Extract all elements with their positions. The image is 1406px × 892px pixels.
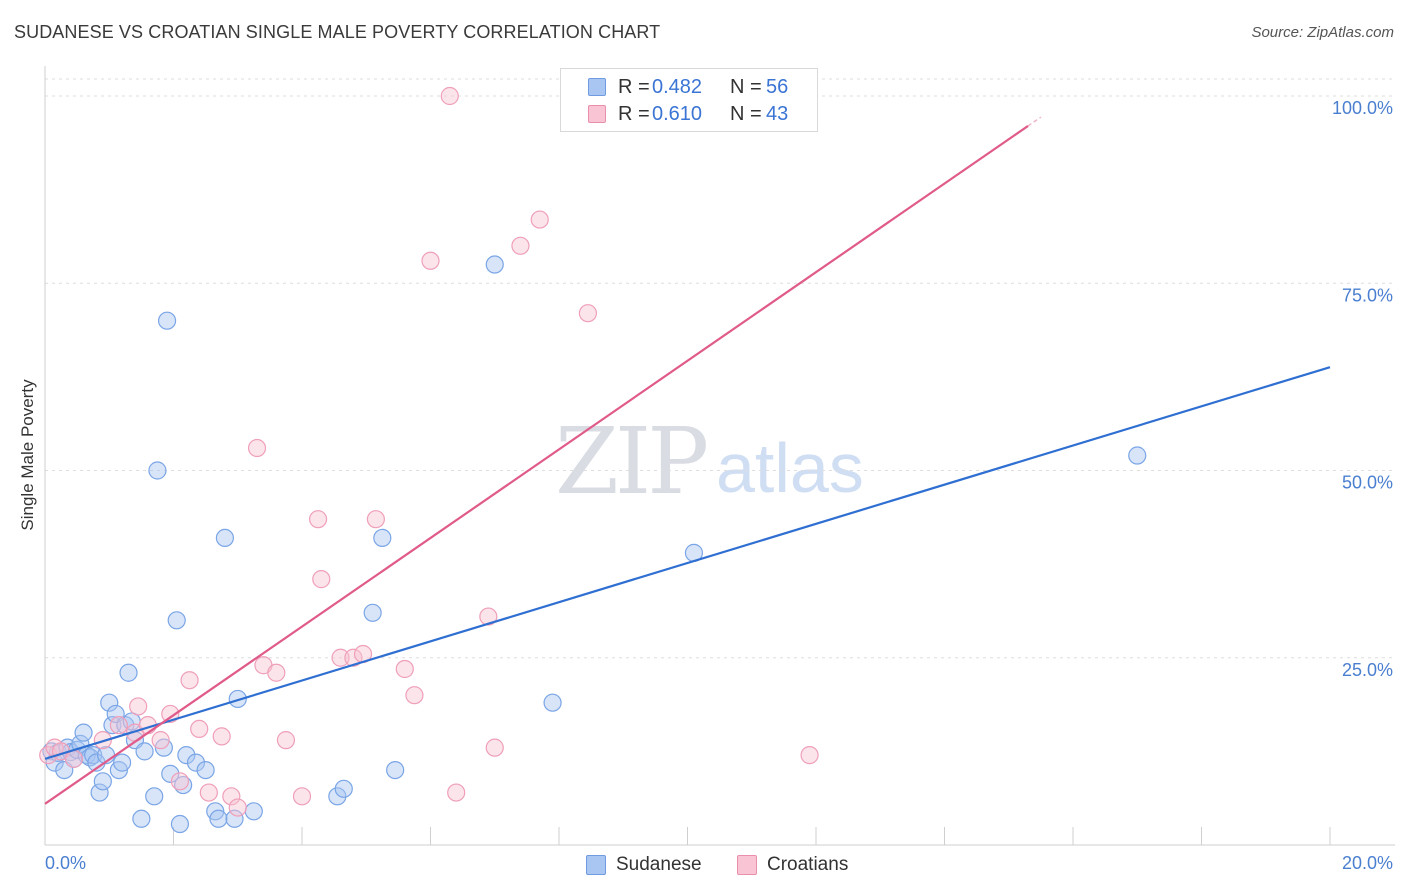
n-label: N = [730,102,762,125]
sudanese-trendline [44,366,1331,760]
legend-stats: R = 0.482 N = 56 R = 0.610 N = 43 [560,68,818,132]
croatians-legend-label: Croatians [767,854,849,875]
croatian-point [395,659,414,679]
sudanese-point [112,753,132,772]
y-tick-label: 50.0% [1342,473,1393,493]
sudanese-point [170,814,190,834]
y-axis-label: Single Male Poverty [18,379,37,531]
croatian-point [800,746,819,765]
croatian-point [578,304,598,323]
sudanese-point [485,255,504,274]
croatian-point [511,236,530,255]
croatian-point [228,798,247,817]
sudanese-legend-label: Sudanese [616,854,702,875]
r-value: 0.610 [652,102,703,125]
croatian-point [331,648,350,667]
croatian-point [292,787,312,806]
croatian-point [267,663,286,682]
croatian-point [247,438,267,458]
croatian-point [109,716,128,735]
x-tick-label: 20.0% [1342,853,1393,873]
legend-row-croatians: R = 0.610 N = 43 [561,100,788,128]
sudanese-point [74,723,93,742]
sudanese-point [215,528,234,548]
n-value: 43 [766,102,789,125]
croatian-point [129,697,148,716]
sudanese-point [363,603,382,622]
croatian-point [212,727,231,746]
croatian-point [485,738,504,757]
sudanese-point [132,809,151,828]
sudanese-legend-swatch [586,855,606,875]
sudanese-point [386,760,405,780]
sudanese-point [228,689,247,709]
croatian-point [151,731,170,750]
n-label: N = [730,75,762,98]
sudanese-point [186,753,206,772]
croatians-swatch [588,105,606,123]
sudanese-point [177,746,196,765]
sudanese-point [157,311,177,330]
r-label: R = [618,75,650,98]
croatian-point [308,510,328,529]
croatian-point [161,704,180,724]
y-tick-label: 25.0% [1342,660,1393,680]
sudanese-point [148,461,167,480]
croatian-trendline [44,125,1029,805]
sudanese-point [93,772,112,791]
sudanese-point [328,787,347,806]
sudanese-point [209,809,228,828]
sudanese-point [145,787,164,806]
croatian-point [180,671,199,690]
sudanese-point [543,693,562,712]
watermark-atlas: atlas [716,429,864,507]
chart-title: SUDANESE VS CROATIAN SINGLE MALE POVERTY… [14,22,661,42]
croatian-point [421,251,440,270]
sudanese-point [196,760,215,780]
sudanese-point [103,716,122,735]
sudanese-point [373,528,392,548]
legend-item-croatians[interactable]: Croatians [737,852,848,878]
croatian-point [447,783,466,802]
sudanese-point [334,779,353,798]
sudanese-point [1128,446,1147,465]
x-tick-label: 0.0% [45,853,86,873]
n-value: 56 [766,75,789,98]
sudanese-point [225,809,244,828]
croatian-point [344,648,363,667]
croatian-trendline-extension [1027,116,1042,127]
croatian-point [312,570,331,589]
croatian-point [276,731,296,750]
r-value: 0.482 [652,75,703,98]
croatian-point [440,86,459,106]
sudanese-point [90,783,109,802]
croatian-point [222,787,241,806]
legend-row-sudanese: R = 0.482 N = 56 [561,73,788,101]
croatian-point [479,607,498,626]
sudanese-point [161,764,180,783]
croatian-point [366,510,385,529]
legend-item-sudanese[interactable]: Sudanese [586,852,702,878]
croatian-point [199,783,218,802]
watermark-zip: ZIP [555,408,709,515]
y-tick-label: 100.0% [1332,98,1393,118]
sudanese-point [71,734,90,753]
r-label: R = [618,102,650,125]
sudanese-point [244,802,263,821]
sudanese-point [119,663,138,682]
sudanese-point [167,611,186,630]
sudanese-point [100,693,119,712]
croatian-point [405,686,424,705]
croatian-point [190,719,209,739]
y-tick-label: 75.0% [1342,285,1393,305]
sudanese-swatch [588,78,606,96]
source-label: Source: ZipAtlas.com [1251,24,1394,41]
croatian-point [170,772,190,791]
sudanese-point [135,742,154,761]
croatians-legend-swatch [737,855,757,875]
croatian-point [530,210,549,229]
